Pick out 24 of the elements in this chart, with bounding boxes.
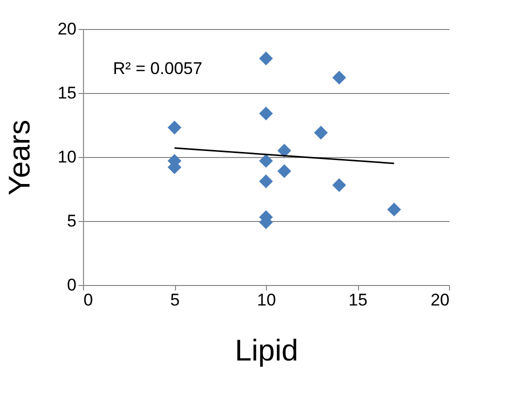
- y-tick-label: 15: [58, 84, 76, 102]
- point: [277, 164, 292, 178]
- point: [277, 144, 292, 158]
- point: [332, 70, 346, 85]
- y-tick-label: 0: [67, 276, 76, 294]
- y-axis-title: Years: [4, 120, 37, 196]
- point: [387, 202, 401, 216]
- x-tick-label: 5: [170, 290, 180, 310]
- point: [332, 178, 346, 192]
- x-tick-label: 0: [84, 290, 93, 310]
- x-axis-title: Lipid: [234, 334, 298, 368]
- annotation: R² = 0.0057: [113, 59, 202, 78]
- point: [168, 120, 182, 134]
- point: [259, 174, 273, 188]
- x-tick-label: 20: [430, 290, 450, 310]
- x-tick-label: 15: [348, 290, 368, 310]
- y-tick-label: 5: [67, 212, 76, 230]
- y-tick-label: 20: [58, 20, 76, 38]
- y-tick-label: 10: [58, 148, 76, 166]
- point: [259, 154, 273, 168]
- point: [259, 52, 273, 66]
- point: [259, 106, 273, 120]
- x-tick-label: 10: [257, 290, 276, 310]
- point: [314, 126, 328, 140]
